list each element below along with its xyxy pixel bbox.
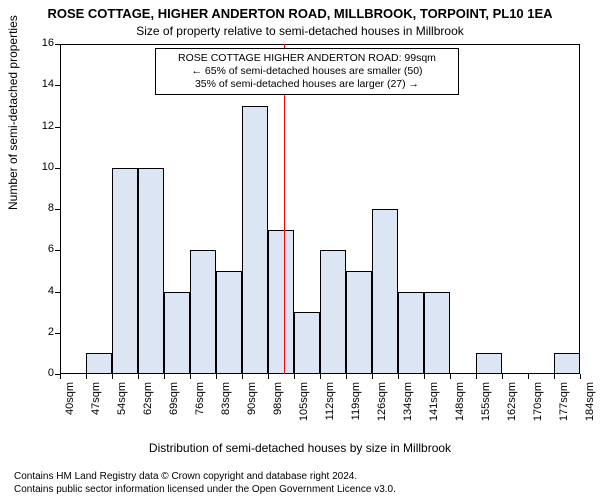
x-tick-mark (190, 374, 191, 379)
x-tick-mark (398, 374, 399, 379)
y-tick-mark (55, 292, 60, 293)
x-tick-label: 47sqm (90, 382, 102, 432)
histogram-bar (138, 168, 164, 374)
y-tick-mark (55, 127, 60, 128)
y-tick-label: 12 (24, 120, 54, 132)
histogram-bar (372, 209, 398, 374)
x-tick-label: 83sqm (220, 382, 232, 432)
x-tick-mark (138, 374, 139, 379)
x-tick-mark (476, 374, 477, 379)
x-tick-label: 40sqm (64, 382, 76, 432)
x-tick-label: 69sqm (168, 382, 180, 432)
histogram-bar (216, 271, 242, 374)
histogram-bar (424, 292, 450, 375)
x-tick-mark (164, 374, 165, 379)
x-tick-label: 177sqm (558, 382, 570, 432)
y-tick-mark (55, 44, 60, 45)
histogram-bar (346, 271, 372, 374)
x-tick-mark (268, 374, 269, 379)
x-tick-label: 162sqm (506, 382, 518, 432)
x-tick-label: 98sqm (272, 382, 284, 432)
histogram-bar (398, 292, 424, 375)
x-tick-mark (242, 374, 243, 379)
histogram-bar (268, 230, 294, 374)
x-tick-mark (424, 374, 425, 379)
x-tick-mark (450, 374, 451, 379)
x-tick-label: 126sqm (376, 382, 388, 432)
y-tick-mark (55, 333, 60, 334)
y-tick-label: 16 (24, 37, 54, 49)
x-tick-label: 119sqm (350, 382, 362, 432)
histogram-bar (294, 312, 320, 374)
chart-title-sub: Size of property relative to semi-detach… (0, 24, 600, 38)
histogram-bar (554, 353, 580, 374)
histogram-bar (164, 292, 190, 375)
x-tick-label: 54sqm (116, 382, 128, 432)
y-tick-mark (55, 85, 60, 86)
annotation-line3: 35% of semi-detached houses are larger (… (162, 78, 452, 91)
y-tick-label: 0 (24, 367, 54, 379)
chart-container: ROSE COTTAGE, HIGHER ANDERTON ROAD, MILL… (0, 0, 600, 500)
x-tick-mark (294, 374, 295, 379)
footer-line2: Contains public sector information licen… (14, 484, 396, 495)
x-tick-mark (320, 374, 321, 379)
y-tick-label: 6 (24, 243, 54, 255)
x-tick-label: 170sqm (532, 382, 544, 432)
x-tick-mark (86, 374, 87, 379)
histogram-bar (190, 250, 216, 374)
histogram-bar (476, 353, 502, 374)
histogram-bar (320, 250, 346, 374)
histogram-bar (86, 353, 112, 374)
x-tick-mark (216, 374, 217, 379)
annotation-line2: ← 65% of semi-detached houses are smalle… (162, 65, 452, 78)
x-tick-label: 134sqm (402, 382, 414, 432)
x-tick-label: 141sqm (428, 382, 440, 432)
y-tick-mark (55, 209, 60, 210)
histogram-bar (242, 106, 268, 374)
x-axis-label: Distribution of semi-detached houses by … (0, 441, 600, 455)
y-tick-mark (55, 250, 60, 251)
x-tick-label: 105sqm (298, 382, 310, 432)
x-tick-mark (346, 374, 347, 379)
y-axis-label: Number of semi-detached properties (6, 15, 20, 210)
x-tick-label: 148sqm (454, 382, 466, 432)
y-tick-mark (55, 168, 60, 169)
x-tick-mark (60, 374, 61, 379)
x-tick-mark (580, 374, 581, 379)
y-tick-label: 10 (24, 161, 54, 173)
x-tick-mark (528, 374, 529, 379)
y-tick-label: 2 (24, 326, 54, 338)
histogram-bar (112, 168, 138, 374)
y-tick-label: 8 (24, 202, 54, 214)
footer-line1: Contains HM Land Registry data © Crown c… (14, 471, 357, 482)
x-tick-label: 62sqm (142, 382, 154, 432)
y-tick-label: 4 (24, 285, 54, 297)
x-tick-label: 76sqm (194, 382, 206, 432)
x-tick-label: 155sqm (480, 382, 492, 432)
annotation-line1: ROSE COTTAGE HIGHER ANDERTON ROAD: 99sqm (162, 52, 452, 65)
x-tick-mark (372, 374, 373, 379)
x-tick-label: 90sqm (246, 382, 258, 432)
x-tick-mark (112, 374, 113, 379)
annotation-box: ROSE COTTAGE HIGHER ANDERTON ROAD: 99sqm… (155, 48, 459, 95)
x-tick-mark (554, 374, 555, 379)
x-tick-mark (502, 374, 503, 379)
y-tick-label: 14 (24, 78, 54, 90)
chart-title-main: ROSE COTTAGE, HIGHER ANDERTON ROAD, MILL… (0, 6, 600, 21)
x-tick-label: 112sqm (324, 382, 336, 432)
x-tick-label: 184sqm (584, 382, 596, 432)
